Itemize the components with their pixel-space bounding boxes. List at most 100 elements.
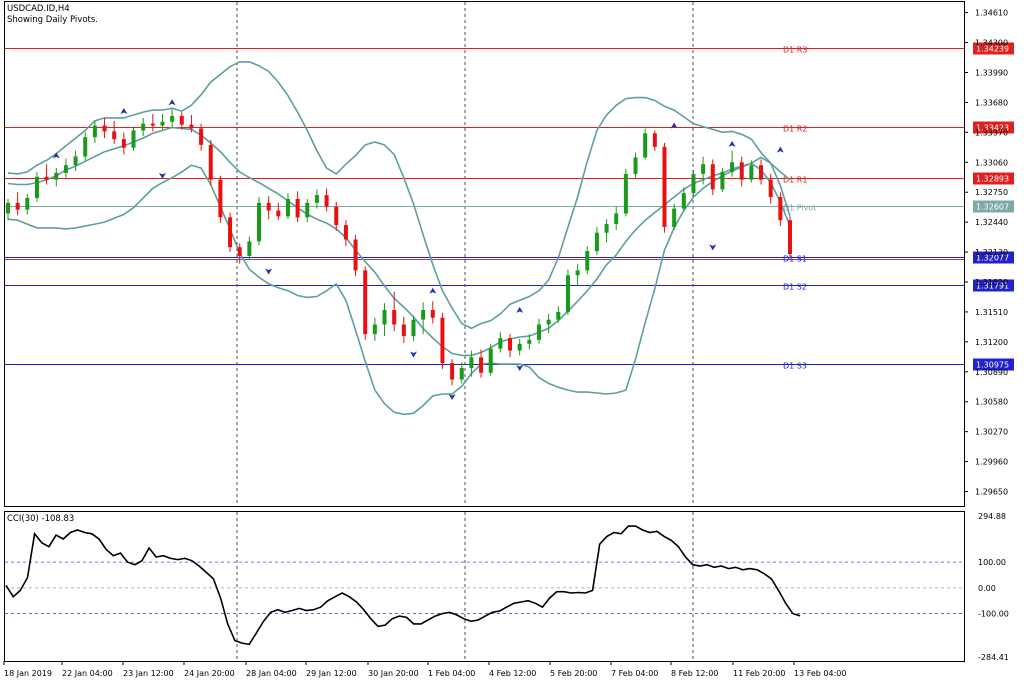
price-tick-label: 1.34300 xyxy=(975,39,1008,48)
candle-body xyxy=(575,270,580,276)
lower-band-line xyxy=(7,156,791,416)
fractal-up-arrow xyxy=(670,122,678,129)
price-tick-label: 1.32750 xyxy=(975,188,1008,197)
candle-body xyxy=(788,220,792,254)
cci-tick-label: 294.88 xyxy=(978,512,1006,521)
candle-body xyxy=(546,319,551,325)
candle-body xyxy=(305,202,310,218)
candle-body xyxy=(285,198,290,217)
pivot-label: D1 S1 xyxy=(783,255,807,264)
time-axis: 18 Jan 2019 22 Jan 04:00 23 Jan 12:00 24 Ja… xyxy=(3,661,846,678)
candle-body xyxy=(228,217,233,248)
cci-tick-label: -284.41 xyxy=(978,653,1009,662)
fractal-arrows xyxy=(52,99,784,400)
fractal-down-arrow xyxy=(709,244,717,251)
price-tick-label: 1.33680 xyxy=(975,98,1008,107)
candle-body xyxy=(411,319,416,337)
time-tick-label: 23 Jan 12:00 xyxy=(123,669,174,678)
candle-body xyxy=(6,202,10,214)
time-tick-label: 13 Feb 04:00 xyxy=(794,669,846,678)
candle-body xyxy=(536,324,541,340)
time-tick-label: 4 Feb 12:00 xyxy=(489,669,536,678)
pivot-label: D1 S2 xyxy=(783,283,807,292)
time-tick-label: 18 Jan 2019 xyxy=(4,669,52,678)
time-tick-label: 29 Jan 12:00 xyxy=(306,669,357,678)
fractal-down-arrow xyxy=(409,351,417,358)
candle-body xyxy=(633,157,638,174)
cci-tick-label: 0.00 xyxy=(978,584,996,593)
pivot-label: D1 R3 xyxy=(783,46,807,55)
candle-body xyxy=(623,173,628,214)
candle-body xyxy=(92,125,97,138)
pivot-price-value: 1.34239 xyxy=(976,45,1009,54)
time-tick-label: 28 Jan 04:00 xyxy=(246,669,297,678)
main-plot-frame xyxy=(4,1,965,507)
candle-body xyxy=(121,139,126,148)
fractal-up-arrow xyxy=(728,140,736,147)
fractal-up-arrow xyxy=(168,99,176,106)
time-tick-label: 24 Jan 20:00 xyxy=(184,669,235,678)
pivot-price-tag xyxy=(973,358,1014,371)
pivot-label: D1 S3 xyxy=(783,362,807,371)
candle-body xyxy=(324,195,329,207)
pivot-price-tag xyxy=(973,251,1014,264)
fractal-down-arrow xyxy=(265,268,273,275)
candle-body xyxy=(759,165,764,180)
fractal-up-arrow xyxy=(52,152,60,159)
candle-body xyxy=(565,275,570,312)
candle-body xyxy=(44,176,49,180)
candle-body xyxy=(440,317,445,364)
candle-body xyxy=(720,171,725,190)
price-tick-label: 1.33060 xyxy=(975,158,1008,167)
candle-body xyxy=(749,165,754,180)
pivot-price-value: 1.32607 xyxy=(976,203,1009,212)
fractal-down-arrow xyxy=(448,394,456,400)
price-tick-label: 1.29650 xyxy=(975,488,1008,497)
candle-body xyxy=(730,162,735,172)
candle-body xyxy=(604,224,609,233)
symbol-title: USDCAD.ID,H4 xyxy=(7,4,70,14)
price-tick-label: 1.32130 xyxy=(975,248,1008,257)
time-tick-label: 11 Feb 20:00 xyxy=(733,669,785,678)
candle-body xyxy=(54,172,59,180)
candle-body xyxy=(739,162,744,180)
candle-body xyxy=(585,251,590,271)
cci-label: CCI(30) -108.83 xyxy=(7,514,74,524)
pivot-price-tag xyxy=(973,200,1014,213)
pivot-label: D1 Pivot xyxy=(783,204,816,213)
candle-body xyxy=(257,202,262,242)
candle-body xyxy=(517,343,522,351)
price-tick-label: 1.30580 xyxy=(975,398,1008,407)
middle-band-line xyxy=(7,126,791,357)
candle-body xyxy=(459,367,464,380)
candle-body xyxy=(479,357,484,373)
time-tick-label: 8 Feb 12:00 xyxy=(671,669,718,678)
time-tick-label: 7 Feb 04:00 xyxy=(611,669,658,678)
candlesticks xyxy=(6,109,792,386)
price-tick-label: 1.30270 xyxy=(975,428,1008,437)
fractal-up-arrow xyxy=(516,306,524,313)
candle-body xyxy=(652,133,657,147)
pivot-price-value: 1.30975 xyxy=(976,361,1009,370)
candle-body xyxy=(681,193,686,209)
candle-body xyxy=(556,311,561,320)
candle-body xyxy=(160,121,165,126)
candle-body xyxy=(15,202,20,210)
time-tick-label: 22 Jan 04:00 xyxy=(62,669,113,678)
price-tick-label: 1.30890 xyxy=(975,368,1008,377)
pivot-price-value: 1.31791 xyxy=(976,282,1009,291)
candle-body xyxy=(276,210,281,217)
candle-body xyxy=(189,124,194,129)
candle-body xyxy=(34,176,39,198)
time-tick-label: 5 Feb 20:00 xyxy=(550,669,597,678)
fractal-up-arrow xyxy=(776,146,784,153)
candle-body xyxy=(768,179,773,198)
pivot-price-value: 1.32077 xyxy=(976,254,1009,263)
candle-body xyxy=(73,156,78,166)
time-tick-label: 1 Feb 04:00 xyxy=(428,669,475,678)
candle-body xyxy=(778,197,783,221)
candle-body xyxy=(334,206,339,226)
pivot-price-tag xyxy=(973,121,1014,134)
cci-series-line xyxy=(5,525,801,646)
